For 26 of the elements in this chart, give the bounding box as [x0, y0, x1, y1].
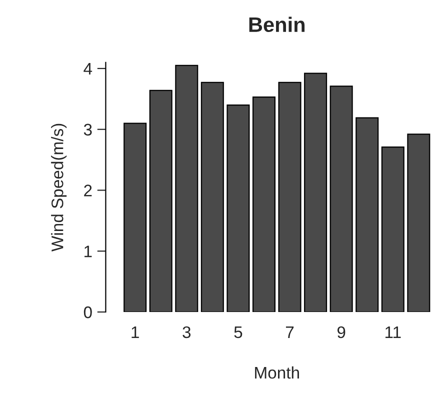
x-tick-label: 7 [286, 326, 294, 338]
y-axis-title: Wind Speed(m/s) [51, 124, 67, 252]
bar [124, 122, 147, 312]
y-tick-label: 4 [84, 63, 92, 75]
x-axis-title: Month [255, 366, 299, 379]
bar [356, 117, 379, 312]
bar [304, 72, 328, 312]
x-tick-label: 9 [337, 326, 346, 338]
bar [278, 82, 302, 312]
x-tick-label: 3 [182, 326, 191, 338]
bar [330, 86, 353, 312]
x-tick-label: 1 [132, 326, 139, 338]
bar [381, 146, 404, 312]
y-tick-label: 1 [84, 246, 92, 258]
bar [200, 82, 224, 312]
x-tick-label: 5 [234, 326, 242, 338]
y-tick-label: 2 [84, 184, 92, 196]
bar [149, 90, 172, 312]
bar [252, 96, 276, 312]
y-tick-label: 0 [84, 306, 92, 318]
x-tick-label: 11 [386, 326, 401, 338]
y-tick-label: 3 [84, 124, 92, 136]
bar [175, 64, 198, 312]
bar [407, 134, 430, 312]
chart-title: Benin [249, 16, 305, 32]
bar [226, 104, 250, 312]
